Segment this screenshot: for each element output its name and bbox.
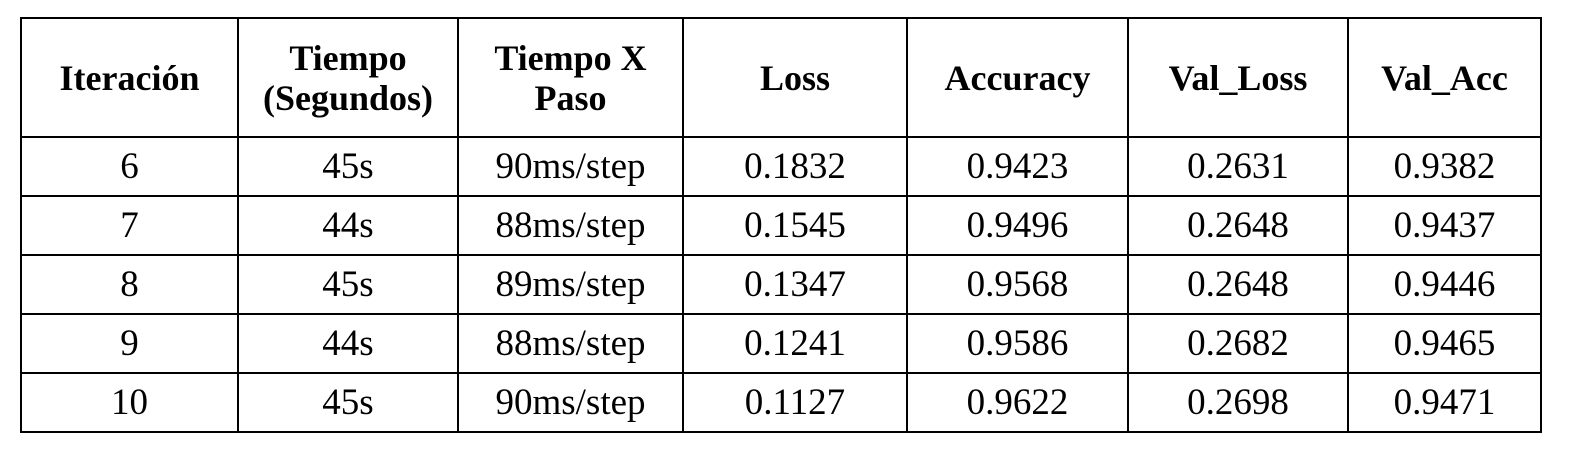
cell-tiempo-x-paso: 89ms/step: [457, 254, 684, 315]
cell-tiempo-x-paso: 88ms/step: [457, 313, 684, 374]
cell-accuracy: 0.9496: [906, 195, 1129, 256]
cell-tiempo-segundos: 44s: [237, 195, 459, 256]
table-row: 10 45s 90ms/step 0.1127 0.9622 0.2698 0.…: [20, 372, 1542, 433]
cell-accuracy: 0.9568: [906, 254, 1129, 315]
cell-val-loss: 0.2631: [1127, 136, 1349, 197]
results-table: Iteración Tiempo (Segundos) Tiempo X Pas…: [20, 17, 1542, 433]
header-accuracy: Accuracy: [906, 17, 1129, 138]
cell-loss: 0.1832: [682, 136, 908, 197]
cell-iteracion: 7: [20, 195, 239, 256]
cell-val-acc: 0.9471: [1347, 372, 1542, 433]
header-tiempo-segundos: Tiempo (Segundos): [237, 17, 459, 138]
cell-val-loss: 0.2682: [1127, 313, 1349, 374]
cell-tiempo-segundos: 45s: [237, 254, 459, 315]
cell-loss: 0.1241: [682, 313, 908, 374]
header-row: Iteración Tiempo (Segundos) Tiempo X Pas…: [20, 17, 1542, 138]
header-val-loss: Val_Loss: [1127, 17, 1349, 138]
cell-val-acc: 0.9382: [1347, 136, 1542, 197]
table-row: 6 45s 90ms/step 0.1832 0.9423 0.2631 0.9…: [20, 136, 1542, 197]
cell-loss: 0.1545: [682, 195, 908, 256]
cell-val-acc: 0.9446: [1347, 254, 1542, 315]
table-row: 9 44s 88ms/step 0.1241 0.9586 0.2682 0.9…: [20, 313, 1542, 374]
cell-tiempo-x-paso: 88ms/step: [457, 195, 684, 256]
table-row: 7 44s 88ms/step 0.1545 0.9496 0.2648 0.9…: [20, 195, 1542, 256]
cell-val-acc: 0.9465: [1347, 313, 1542, 374]
header-iteracion: Iteración: [20, 17, 239, 138]
cell-tiempo-x-paso: 90ms/step: [457, 136, 684, 197]
cell-val-acc: 0.9437: [1347, 195, 1542, 256]
header-tiempo-x-paso: Tiempo X Paso: [457, 17, 684, 138]
cell-iteracion: 9: [20, 313, 239, 374]
table-row: 8 45s 89ms/step 0.1347 0.9568 0.2648 0.9…: [20, 254, 1542, 315]
cell-loss: 0.1347: [682, 254, 908, 315]
cell-accuracy: 0.9622: [906, 372, 1129, 433]
cell-val-loss: 0.2648: [1127, 195, 1349, 256]
cell-tiempo-x-paso: 90ms/step: [457, 372, 684, 433]
cell-iteracion: 6: [20, 136, 239, 197]
cell-iteracion: 10: [20, 372, 239, 433]
cell-tiempo-segundos: 44s: [237, 313, 459, 374]
header-val-acc: Val_Acc: [1347, 17, 1542, 138]
cell-accuracy: 0.9586: [906, 313, 1129, 374]
cell-accuracy: 0.9423: [906, 136, 1129, 197]
cell-iteracion: 8: [20, 254, 239, 315]
header-loss: Loss: [682, 17, 908, 138]
cell-tiempo-segundos: 45s: [237, 136, 459, 197]
cell-val-loss: 0.2698: [1127, 372, 1349, 433]
cell-val-loss: 0.2648: [1127, 254, 1349, 315]
cell-tiempo-segundos: 45s: [237, 372, 459, 433]
cell-loss: 0.1127: [682, 372, 908, 433]
